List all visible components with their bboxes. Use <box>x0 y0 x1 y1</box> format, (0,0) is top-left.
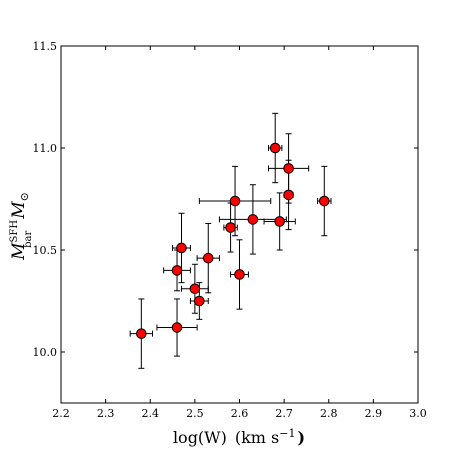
plot-frame <box>60 45 419 404</box>
x-tick-label: 3.0 <box>409 407 427 420</box>
data-point <box>274 216 285 227</box>
x-axis-label-unit: (km s <box>235 428 279 447</box>
y-axis-label-sub: bar <box>23 231 34 248</box>
y-axis-label: MSFH barM⊙ <box>9 192 34 261</box>
x-axis-label-main: log(W) <box>173 428 227 447</box>
data-point <box>136 328 147 339</box>
y-axis-label-unit: M <box>9 201 29 220</box>
data-point <box>283 189 294 201</box>
y-axis-label-unit-sub: ⊙ <box>18 192 31 201</box>
data-point <box>176 242 187 254</box>
error-bars <box>129 112 332 369</box>
axis-ticks: 2.2 2.3 2.4 2.5 2.6 2.7 2.8 2.9 3.0 10.0 10.5 11.0 1… <box>33 40 427 420</box>
x-axis-label-unit-exponent: −1 <box>279 427 295 440</box>
data-point <box>318 195 330 207</box>
data-point <box>234 269 245 280</box>
svg-text:log(W)(km s−1): log(W) (km s−1) <box>173 427 305 447</box>
y-tick-label: 11.0 <box>33 142 58 155</box>
x-tick-label: 2.5 <box>186 407 204 420</box>
y-axis-label-main: M <box>9 242 29 261</box>
y-axis-label-sup: SFH <box>9 220 20 243</box>
data-point <box>171 265 183 276</box>
x-axis-label-close: ) <box>297 428 305 447</box>
x-axis-label: log(W) (km s−1) <box>173 427 305 447</box>
data-point <box>269 142 281 154</box>
y-tick-label: 11.5 <box>33 40 58 53</box>
data-point <box>202 252 214 264</box>
data-point <box>171 322 183 333</box>
data-point <box>225 222 236 233</box>
x-tick-label: 2.2 <box>52 407 70 420</box>
x-tick-label: 2.8 <box>320 407 338 420</box>
y-tick-label: 10.0 <box>33 346 58 359</box>
data-point <box>229 195 241 207</box>
data-point <box>283 163 294 174</box>
x-tick-label: 2.7 <box>275 407 293 420</box>
data-point <box>194 295 205 307</box>
data-point <box>189 283 201 295</box>
x-tick-label: 2.4 <box>142 407 160 420</box>
data-point <box>247 214 259 225</box>
x-tick-label: 2.6 <box>231 407 249 420</box>
y-tick-label: 10.5 <box>33 244 58 257</box>
data-points <box>136 142 330 339</box>
x-tick-label: 2.3 <box>97 407 115 420</box>
x-tick-label: 2.9 <box>365 407 383 420</box>
